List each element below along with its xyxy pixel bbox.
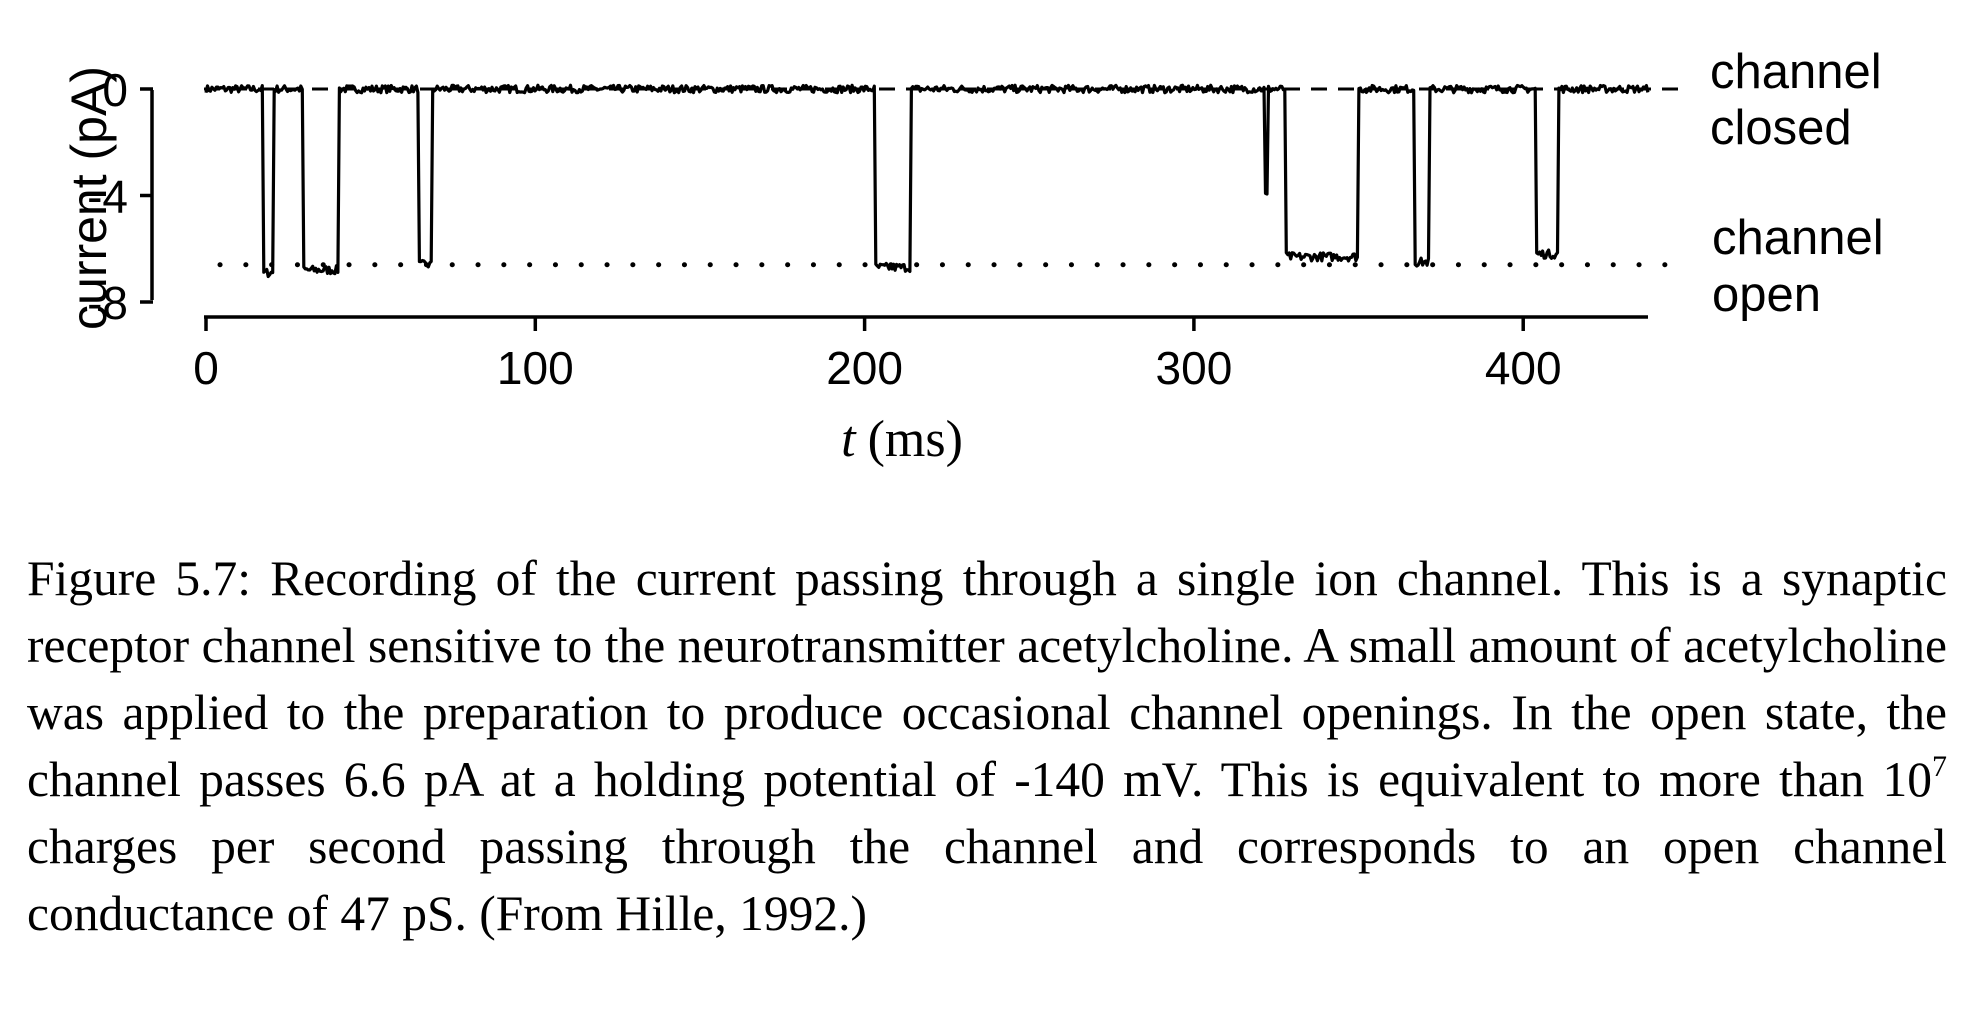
y-tick-label: 0 (102, 64, 128, 116)
x-tick-label: 400 (1485, 342, 1562, 394)
caption-text: Recording of the current passing through… (27, 551, 1948, 807)
open-label-line2: open (1712, 268, 1821, 322)
y-tick-label: -8 (87, 277, 128, 329)
x-axis-label: t (ms) (841, 411, 963, 468)
x-tick-label: 100 (497, 342, 574, 394)
figure-chart: 0 -4 -8 0 100 200 300 400 current (pA) t (ms) c… (61, 45, 1884, 468)
chart-svg: 0 -4 -8 0 100 200 300 400 current (pA) t (ms) c… (61, 45, 1884, 468)
closed-label-line2: closed (1710, 101, 1852, 155)
x-tick-label: 200 (826, 342, 903, 394)
x-ticks: 0 100 200 300 400 (193, 317, 1562, 394)
x-axis-label-unit: (ms) (868, 411, 963, 468)
closed-label-line1: channel (1710, 45, 1882, 99)
caption-text-continued: charges per second passing through the c… (27, 819, 1947, 941)
caption-label: Figure 5.7: (27, 551, 252, 606)
figure-caption: Figure 5.7: Recording of the current pas… (27, 545, 1947, 947)
current-trace (204, 83, 1650, 279)
y-ticks: 0 -4 -8 (87, 64, 153, 329)
x-tick-label: 300 (1156, 342, 1233, 394)
y-axis-label: current (pA) (61, 66, 117, 330)
y-tick-label: -4 (87, 171, 128, 223)
x-axis-label-variable: t (841, 411, 857, 468)
open-label-line1: channel (1712, 211, 1884, 265)
caption-superscript: 7 (1932, 750, 1947, 783)
x-tick-label: 0 (193, 342, 219, 394)
